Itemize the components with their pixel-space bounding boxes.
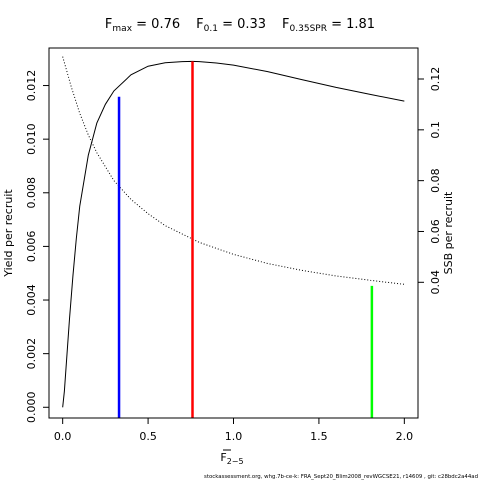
- y2-tick-label: 0.04: [429, 270, 442, 295]
- title-f-symbol: F: [196, 17, 203, 32]
- title-subscript: max: [112, 24, 132, 34]
- y-axis-right: 0.04 0.06 0.08 0.1 0.12: [417, 67, 442, 295]
- title-value: = 0.76: [132, 17, 180, 32]
- y-tick-label: 0.008: [25, 177, 38, 209]
- y-tick-label: 0.006: [25, 231, 38, 263]
- y-tick-label: 0.010: [25, 123, 38, 155]
- x-tick-label: 1.0: [225, 430, 243, 443]
- y-tick-label: 0.012: [25, 70, 38, 102]
- y2-axis-title: SSB per recruit: [442, 191, 455, 274]
- plot-frame: [48, 47, 419, 419]
- ssb-per-recruit-line: [62, 56, 405, 285]
- x-axis-subscript: 2−5: [227, 457, 244, 466]
- y2-tick-label: 0.06: [429, 219, 442, 244]
- y2-tick-label: 0.12: [429, 67, 442, 92]
- title-f-symbol: F: [105, 17, 112, 32]
- title-value: = 0.33: [218, 17, 266, 32]
- y2-tick-label: 0.08: [429, 168, 442, 193]
- y-tick-label: 0.000: [25, 392, 38, 424]
- title-f-symbol: F: [282, 17, 289, 32]
- x-axis-title: F2−5: [220, 449, 244, 466]
- x-axis-f-symbol: F: [220, 451, 226, 464]
- x-tick-label: 0.5: [139, 430, 157, 443]
- plot-area: [62, 56, 405, 418]
- x-axis-title-text: F2−5: [220, 451, 243, 466]
- title-subscript: 0.35SPR: [290, 24, 327, 34]
- chart-title-text: Fmax = 0.76 F0.1 = 0.33 F0.35SPR = 1.81: [105, 17, 375, 34]
- y-tick-label: 0.002: [25, 338, 38, 370]
- x-tick-label: 2.0: [396, 430, 414, 443]
- y-axis-left: 0.000 0.002 0.004 0.006 0.008 0.010 0.012: [25, 70, 50, 424]
- title-value: = 1.81: [327, 17, 375, 32]
- x-axis: 0.0 0.5 1.0 1.5 2.0: [54, 417, 414, 443]
- chart-title: Fmax = 0.76 F0.1 = 0.33 F0.35SPR = 1.81: [105, 17, 375, 34]
- yield-per-recruit-line: [62, 60, 405, 408]
- title-subscript: 0.1: [204, 24, 218, 34]
- y-axis-title: Yield per recruit: [2, 189, 15, 278]
- x-tick-label: 0.0: [54, 430, 72, 443]
- y-tick-label: 0.004: [25, 284, 38, 316]
- x-tick-label: 1.5: [310, 430, 328, 443]
- footer-text: stockassessment.org, whg.7b-ce-k: FRA_Se…: [204, 474, 478, 480]
- y2-tick-label: 0.1: [429, 121, 442, 139]
